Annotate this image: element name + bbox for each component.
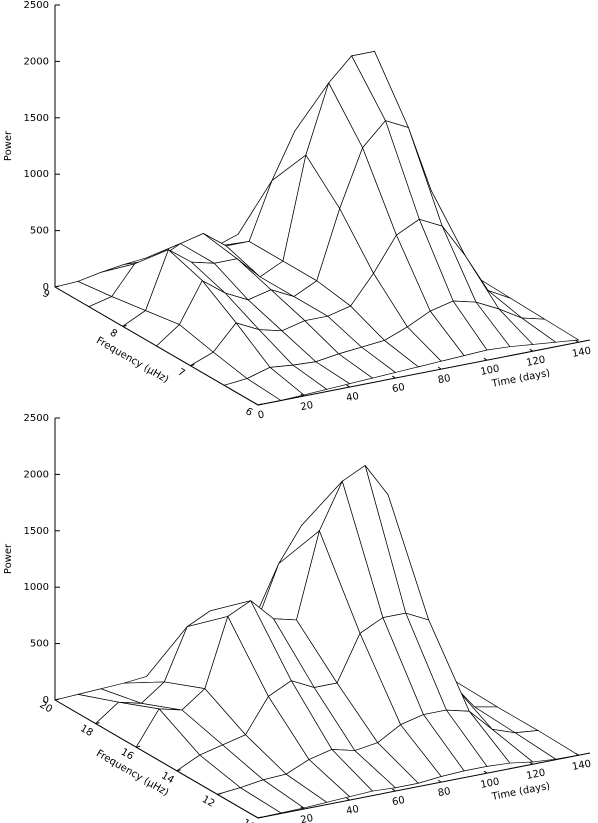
z-axis-label: Power bbox=[3, 130, 14, 161]
z-tick-label: 0 bbox=[43, 695, 49, 706]
x-tick-label: 60 bbox=[391, 795, 406, 808]
y-tick bbox=[136, 745, 141, 748]
x-tick bbox=[437, 366, 442, 370]
x-tick-label: 40 bbox=[345, 804, 360, 817]
y-tick-label: 12 bbox=[200, 794, 217, 810]
x-tick-label: 60 bbox=[391, 382, 406, 395]
x-tick-label: 40 bbox=[345, 391, 360, 404]
x-tick-label: 100 bbox=[480, 776, 501, 790]
y-tick-label: 8 bbox=[108, 327, 119, 340]
y-tick bbox=[122, 324, 127, 327]
x-tick-label: 20 bbox=[300, 813, 315, 823]
z-tick-label: 2500 bbox=[24, 0, 49, 11]
x-axis bbox=[257, 752, 591, 819]
y-tick bbox=[217, 792, 222, 795]
z-tick-label: 0 bbox=[43, 282, 49, 293]
z-tick-label: 1000 bbox=[24, 582, 49, 593]
x-axis bbox=[257, 339, 591, 406]
z-tick-label: 2000 bbox=[24, 56, 49, 67]
x-tick-label: 140 bbox=[571, 346, 592, 360]
y-tick-label: 9 bbox=[40, 288, 51, 301]
x-tick-label: 80 bbox=[437, 373, 452, 386]
x-tick bbox=[529, 348, 534, 352]
z-tick-label: 1500 bbox=[24, 526, 49, 537]
x-tick bbox=[575, 339, 579, 343]
x-tick-label: 80 bbox=[437, 786, 452, 799]
x-tick bbox=[392, 788, 396, 792]
y-tick bbox=[257, 403, 263, 406]
x-tick bbox=[346, 384, 350, 388]
x-tick bbox=[254, 815, 259, 819]
x-tick bbox=[300, 393, 305, 397]
x-tick bbox=[575, 752, 579, 756]
x-tick bbox=[529, 761, 534, 765]
z-tick-label: 500 bbox=[30, 639, 49, 650]
x-tick bbox=[300, 806, 305, 810]
z-tick-label: 2000 bbox=[24, 469, 49, 480]
x-tick-label: 20 bbox=[300, 400, 315, 413]
y-tick bbox=[54, 698, 60, 701]
x-tick-label: 120 bbox=[525, 767, 546, 781]
x-tick bbox=[254, 402, 259, 406]
x-tick-label: 100 bbox=[480, 363, 501, 377]
z-tick-label: 1000 bbox=[24, 169, 49, 180]
y-tick bbox=[257, 816, 263, 819]
x-tick-label: 120 bbox=[525, 354, 546, 368]
y-tick bbox=[190, 364, 195, 367]
y-tick bbox=[54, 285, 60, 288]
y-axis bbox=[54, 286, 259, 406]
z-axis-label: Power bbox=[3, 543, 14, 574]
x-tick-label: 140 bbox=[571, 759, 592, 773]
y-tick-label: 6 bbox=[243, 406, 254, 419]
z-tick-label: 1500 bbox=[24, 113, 49, 124]
x-tick bbox=[437, 779, 442, 783]
x-tick bbox=[346, 797, 350, 801]
y-tick-label: 18 bbox=[78, 723, 95, 739]
y-tick bbox=[176, 769, 181, 772]
z-tick-label: 500 bbox=[30, 226, 49, 237]
y-tick-label: 10 bbox=[240, 817, 257, 823]
y-axis bbox=[54, 699, 259, 819]
z-tick-label: 2500 bbox=[24, 413, 49, 424]
y-tick-label: 7 bbox=[176, 367, 187, 380]
x-tick bbox=[483, 770, 488, 774]
x-tick bbox=[392, 375, 396, 379]
y-tick bbox=[95, 722, 100, 725]
x-tick-label: 0 bbox=[257, 409, 265, 421]
y-tick-label: 20 bbox=[37, 699, 54, 715]
x-tick bbox=[483, 357, 488, 361]
